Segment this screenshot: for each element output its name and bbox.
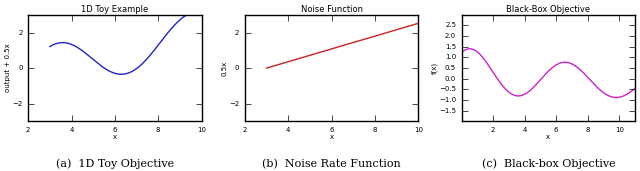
Y-axis label: output + 0.5x: output + 0.5x (5, 44, 11, 93)
X-axis label: x: x (330, 134, 333, 140)
Y-axis label: 0.5x: 0.5x (221, 61, 228, 76)
Text: (a)  1D Toy Objective: (a) 1D Toy Objective (56, 159, 174, 169)
Text: (b)  Noise Rate Function: (b) Noise Rate Function (262, 159, 401, 169)
X-axis label: x: x (113, 134, 117, 140)
Title: 1D Toy Example: 1D Toy Example (81, 5, 148, 14)
Y-axis label: f(x): f(x) (431, 62, 438, 74)
X-axis label: x: x (547, 134, 550, 140)
Title: Black-Box Objective: Black-Box Objective (506, 5, 590, 14)
Title: Noise Function: Noise Function (301, 5, 363, 14)
Text: (c)  Black-box Objective: (c) Black-box Objective (481, 159, 615, 169)
